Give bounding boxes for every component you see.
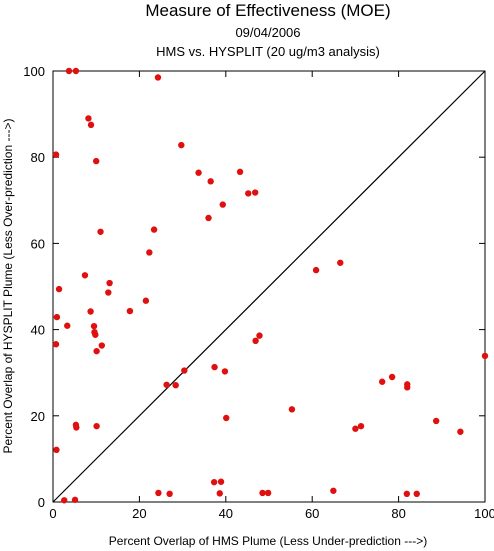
data-point — [352, 425, 359, 432]
data-point — [223, 414, 230, 422]
data-point — [61, 497, 68, 504]
data-points-group — [52, 67, 489, 504]
data-point — [93, 157, 100, 165]
y-tick-label: 80 — [31, 150, 45, 165]
data-point — [105, 289, 112, 296]
reference-line-group — [52, 70, 486, 503]
data-point — [97, 228, 104, 235]
x-tick-label: 40 — [219, 506, 233, 521]
data-point — [236, 168, 244, 176]
data-point — [264, 489, 272, 497]
data-point — [150, 226, 158, 233]
data-point — [413, 490, 420, 498]
x-axis-label: Percent Overlap of HMS Plume (Less Under… — [109, 534, 427, 548]
data-point — [245, 190, 252, 197]
data-point — [205, 214, 212, 222]
y-tick-label: 100 — [23, 64, 45, 79]
data-point — [53, 313, 61, 321]
data-point — [207, 178, 214, 185]
data-point — [81, 272, 89, 279]
data-point — [71, 496, 79, 504]
data-point — [65, 67, 73, 75]
data-point — [90, 322, 98, 330]
data-point — [92, 331, 99, 338]
data-point — [52, 151, 60, 158]
data-point — [312, 266, 320, 274]
axes-group — [52, 70, 486, 503]
chart-date-subtitle: 09/04/2006 — [235, 25, 300, 40]
y-tick-label: 20 — [31, 409, 45, 424]
data-point — [219, 201, 226, 208]
data-point — [221, 368, 229, 375]
data-point — [64, 322, 71, 329]
data-point — [146, 249, 153, 256]
data-point — [172, 381, 179, 389]
x-tick-label: 0 — [49, 506, 56, 521]
data-point — [142, 297, 150, 304]
x-ticks-group: 0 20 40 60 80 100 — [49, 71, 494, 521]
data-point — [210, 478, 218, 486]
data-point — [73, 424, 80, 431]
data-point — [106, 279, 113, 287]
data-point — [217, 478, 225, 485]
data-point — [403, 490, 411, 498]
x-tick-label: 60 — [305, 506, 319, 521]
y-ticks-group: 0 20 40 60 80 100 — [23, 64, 485, 510]
data-point — [256, 332, 263, 339]
y-tick-label: 0 — [38, 495, 45, 510]
plot-frame — [52, 70, 486, 503]
data-point — [87, 308, 94, 315]
data-point — [163, 381, 170, 388]
chart-title: Measure of Effectiveness (MOE) — [145, 1, 390, 20]
data-point — [53, 446, 60, 454]
data-point — [330, 487, 337, 494]
chart-comparison-subtitle: HMS vs. HYSPLIT (20 ug/m3 analysis) — [156, 44, 380, 59]
data-point — [378, 378, 386, 385]
data-point — [195, 169, 202, 176]
data-point — [155, 489, 162, 497]
x-tick-label: 20 — [132, 506, 146, 521]
data-point — [481, 352, 489, 360]
x-tick-label: 100 — [474, 506, 494, 521]
data-point — [87, 121, 95, 129]
data-point — [211, 363, 218, 371]
data-point — [432, 417, 440, 425]
x-tick-label: 80 — [391, 506, 405, 521]
data-point — [288, 406, 296, 413]
data-point — [55, 285, 63, 293]
data-point — [178, 141, 185, 149]
y-tick-label: 40 — [31, 323, 45, 338]
data-point — [457, 428, 464, 435]
data-point — [126, 307, 134, 315]
data-point — [154, 74, 162, 81]
data-point — [404, 384, 411, 391]
data-point — [252, 337, 259, 345]
one-to-one-reference-line — [52, 70, 486, 503]
data-point — [93, 347, 100, 355]
data-point — [85, 115, 92, 122]
data-point — [357, 422, 365, 430]
data-point — [337, 259, 344, 266]
data-point — [388, 373, 396, 381]
data-point — [251, 189, 259, 196]
data-point — [93, 422, 100, 430]
data-point — [98, 342, 106, 349]
data-point — [216, 490, 223, 497]
y-tick-label: 60 — [31, 236, 45, 251]
y-axis-label: Percent Overlap of HYSPLIT Plume (Less O… — [1, 119, 15, 454]
data-point — [259, 489, 266, 497]
data-point — [181, 367, 188, 374]
data-point — [166, 490, 173, 498]
data-point — [72, 67, 80, 75]
data-point — [52, 341, 60, 348]
